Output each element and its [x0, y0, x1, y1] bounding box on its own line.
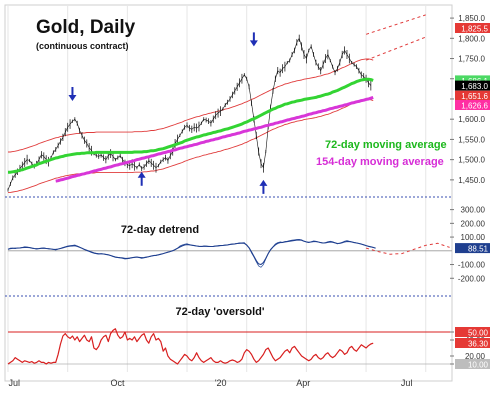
price-badge-3-bg — [455, 90, 490, 101]
oversold-badge-2-label: 10.00 — [468, 361, 489, 370]
price-badge-4-bg — [455, 100, 490, 110]
oversold-badge-0: 50.00 — [455, 327, 490, 338]
upper-band-projection-top — [365, 14, 426, 35]
price-panel: 1,850.01,800.01,750.01,700.01,650.01,600… — [5, 14, 490, 198]
upper-band-projection — [365, 36, 426, 61]
price-y-tick-label: 1,750.0 — [458, 55, 485, 64]
cycle-arrow-down — [249, 32, 258, 47]
x-axis: Jul Oct '20 Apr Jul — [8, 378, 412, 388]
detrend-y-tick-label: -100.00 — [458, 261, 486, 270]
oversold-badge-1-bg — [455, 338, 490, 348]
cycle-arrow-up — [259, 179, 268, 194]
detrend-title: 72-day detrend — [121, 224, 199, 236]
price-y-tick-label: 1,500.0 — [458, 156, 485, 165]
arrow-head — [68, 95, 77, 101]
x-tick-label: Oct — [110, 378, 125, 388]
x-tick-label: Jul — [8, 378, 20, 388]
arrow-head — [259, 179, 268, 186]
price-badge-0-label: 1,825.5 — [461, 25, 488, 34]
ma72-line — [8, 77, 374, 174]
detrend-y-tick-label: 300.00 — [461, 206, 486, 215]
oversold-badge-0-label: 50.00 — [468, 329, 489, 338]
oversold-badge-0-bg — [455, 327, 490, 337]
chart-title: Gold, Daily — [36, 17, 136, 38]
vertical-gridlines — [7, 6, 427, 372]
detrend-y-tick-label: 200.00 — [461, 219, 486, 228]
detrend-badge-bg — [455, 243, 490, 254]
price-badge-2-label: 1,683.0 — [461, 82, 488, 91]
price-y-tick-label: 1,850.0 — [458, 14, 485, 23]
price-badge-1-bg — [455, 75, 490, 86]
oversold-line — [7, 328, 374, 365]
detrend-y-tick-label: -200.00 — [458, 274, 486, 283]
x-tick-label: Jul — [401, 378, 413, 388]
x-tick-label: '20 — [215, 378, 227, 388]
price-line — [7, 38, 372, 191]
chart-subtitle: (continuous contract) — [36, 41, 129, 51]
price-badge-3: 1,651.6 — [455, 90, 490, 101]
cycle-arrow-down — [68, 87, 77, 101]
price-y-tick-label: 1,600.0 — [458, 115, 485, 124]
oversold-title: 72-day 'oversold' — [176, 306, 265, 318]
upper-band-line — [8, 58, 374, 153]
price-y-tick-label: 1,800.0 — [458, 34, 485, 43]
lower-band-line — [8, 98, 374, 193]
oversold-y-tick-label: 20.00 — [465, 352, 486, 361]
price-y-tick-label: 1,550.0 — [458, 135, 485, 144]
price-badge-3-label: 1,651.6 — [461, 92, 488, 101]
detrend-badge: 88.51 — [455, 243, 490, 254]
price-badge-0-bg — [455, 23, 490, 33]
price-badge-0: 1,825.5 — [455, 23, 490, 34]
price-badge-4-label: 1,626.6 — [461, 102, 488, 111]
x-tick-label: Apr — [296, 378, 310, 388]
oversold-badge-1: 36.30 — [455, 338, 490, 349]
ma154-annotation: 154-day moving average — [316, 156, 444, 168]
arrow-head — [137, 171, 146, 178]
price-y-tick-label: 1,450.0 — [458, 176, 485, 185]
cycle-arrow-up — [137, 171, 146, 186]
detrend-y-tick-label: 100.00 — [461, 233, 486, 242]
oversold-badge-2-bg — [455, 359, 490, 369]
detrend-projection — [365, 242, 450, 255]
price-badge-4: 1,626.6 — [455, 100, 490, 111]
detrend-badge-label: 88.51 — [468, 245, 489, 254]
plot-frame — [4, 4, 453, 382]
price-badge-2-bg — [455, 80, 490, 91]
oversold-badge-2: 10.00 — [455, 359, 490, 370]
oversold-badge-1-label: 36.30 — [468, 340, 489, 349]
ma154-line — [55, 95, 374, 183]
ma72-annotation: 72-day moving average — [325, 139, 447, 151]
arrow-head — [249, 40, 258, 47]
detrend-smooth-line — [7, 239, 376, 266]
detrend-panel: 300.00 200.00 100.00 -100.00 -200.00 88.51 — [5, 206, 490, 297]
price-badge-2: 1,683.0 — [455, 80, 490, 91]
